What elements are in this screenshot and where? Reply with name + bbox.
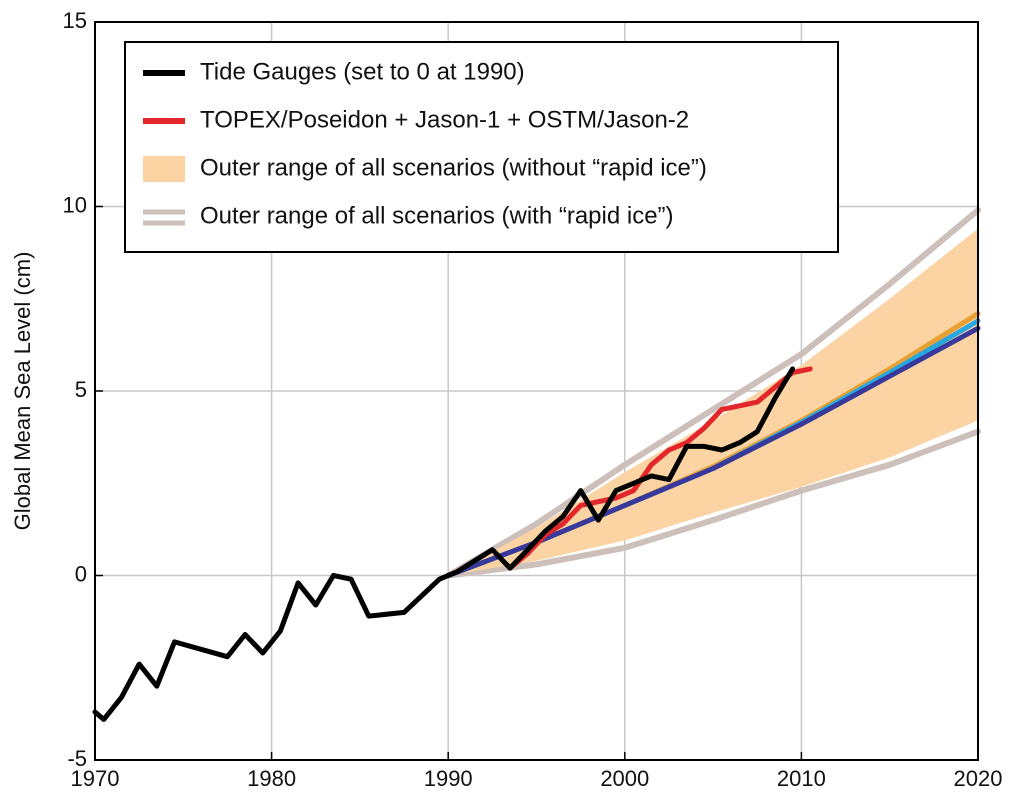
range-lower <box>445 428 981 579</box>
x-tick-label: 1980 <box>247 766 296 791</box>
x-tick-label: 2010 <box>777 766 826 791</box>
x-tick-label: 2020 <box>954 766 1003 791</box>
legend-box <box>124 41 839 253</box>
legend-label: Outer range of all scenarios (with “rapi… <box>200 202 674 229</box>
range-upper <box>445 207 981 579</box>
data-line <box>92 366 796 722</box>
legend-label: TOPEX/Poseidon + Jason-1 + OSTM/Jason-2 <box>200 106 689 133</box>
y-axis-label: Global Mean Sea Level (cm) <box>10 252 35 531</box>
y-tick-label: -5 <box>67 746 87 771</box>
y-tick-label: 15 <box>63 8 87 33</box>
y-tick-label: 0 <box>75 561 87 586</box>
legend-label: Outer range of all scenarios (without “r… <box>200 154 707 181</box>
legend-swatch <box>143 156 185 182</box>
data-line <box>507 366 813 571</box>
legend-label: Tide Gauges (set to 0 at 1990) <box>200 58 525 85</box>
x-tick-label: 2000 <box>600 766 649 791</box>
y-tick-label: 10 <box>63 192 87 217</box>
x-tick-label: 1990 <box>424 766 473 791</box>
x-tick-label: 1970 <box>71 766 120 791</box>
y-tick-label: 5 <box>75 377 87 402</box>
range-area <box>448 228 978 576</box>
plot-frame <box>94 21 979 761</box>
